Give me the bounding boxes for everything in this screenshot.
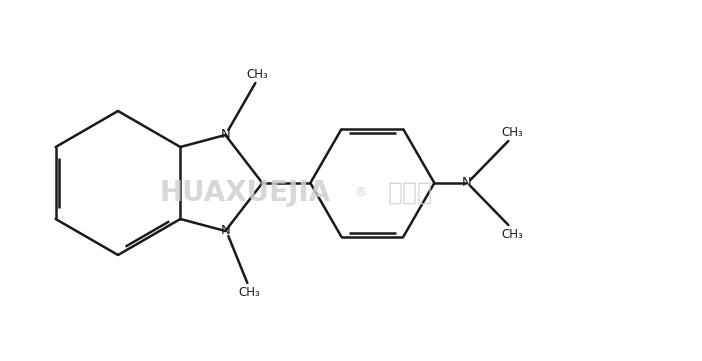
Text: 化学加: 化学加 — [388, 181, 432, 205]
Text: CH₃: CH₃ — [239, 286, 260, 299]
Text: N: N — [220, 129, 230, 142]
Text: CH₃: CH₃ — [501, 126, 523, 139]
Text: HUAXUEJIA: HUAXUEJIA — [159, 179, 331, 207]
Text: CH₃: CH₃ — [501, 227, 523, 240]
Text: N: N — [461, 177, 471, 190]
Text: ®: ® — [354, 187, 366, 200]
Text: CH₃: CH₃ — [246, 68, 268, 81]
Text: N: N — [220, 225, 230, 238]
